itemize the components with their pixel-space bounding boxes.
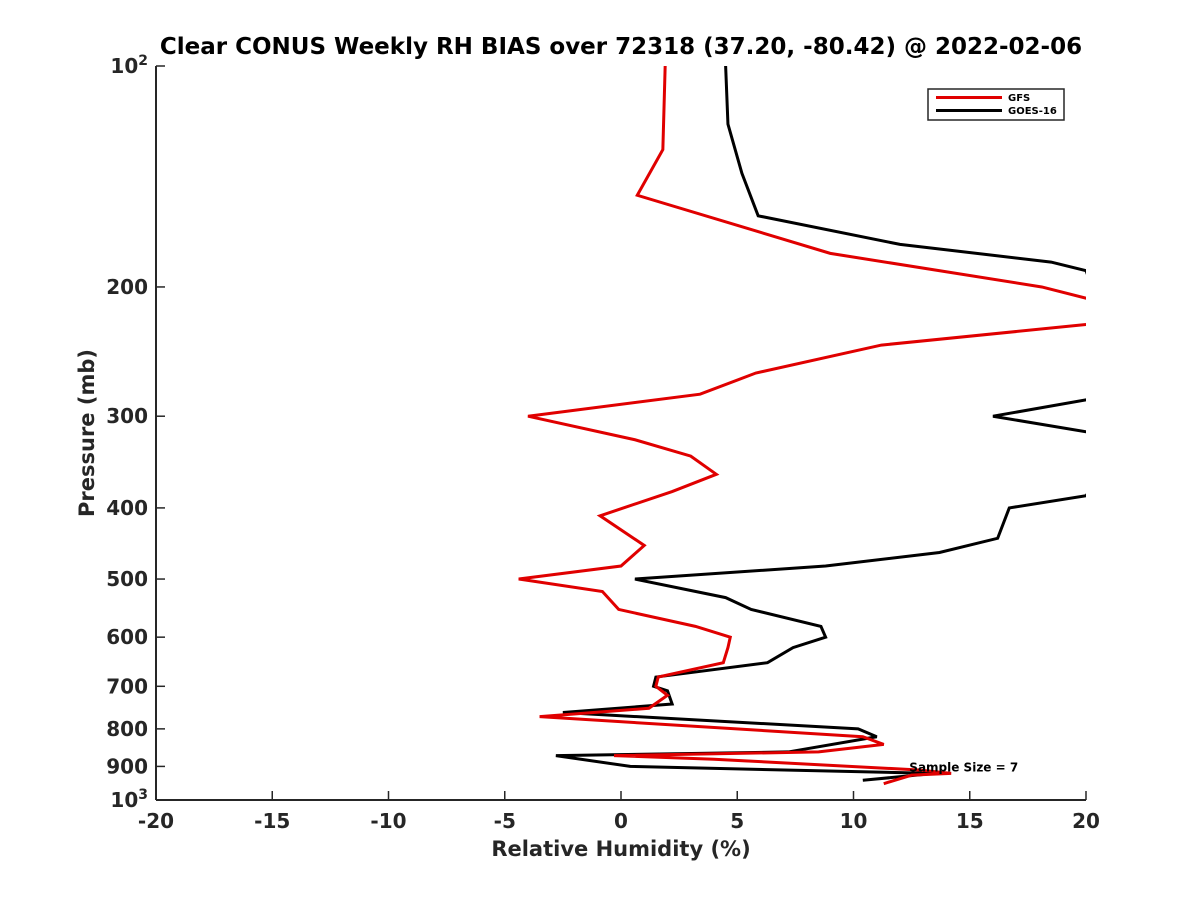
y-tick-label: 103	[110, 787, 148, 812]
series-line-gfs	[518, 66, 1086, 786]
x-tick-label: 5	[730, 809, 744, 833]
y-tick-label-exponent: 2	[138, 53, 148, 69]
series-lines	[518, 66, 1086, 786]
x-tick-label: -10	[370, 809, 406, 833]
y-tick-label: 300	[106, 404, 148, 428]
x-tick-label: 20	[1072, 809, 1100, 833]
y-tick-label: 102	[110, 53, 148, 78]
x-ticks: -20 -15 -10 -5 0 5 10 15 20	[138, 791, 1100, 833]
x-tick-label: -15	[254, 809, 290, 833]
y-axis-label: Pressure (mb)	[75, 349, 99, 517]
legend-label-goes-16: GOES-16	[1008, 106, 1057, 117]
x-tick-label: 10	[840, 809, 868, 833]
y-tick-label-base: 10	[110, 788, 138, 812]
x-tick-label: 0	[614, 809, 628, 833]
series-line-goes-16	[555, 66, 1086, 782]
y-tick-label-base: 10	[110, 54, 138, 78]
x-tick-label: 15	[956, 809, 984, 833]
y-tick-label: 900	[106, 754, 148, 778]
y-tick-label: 800	[106, 717, 148, 741]
chart-title: Clear CONUS Weekly RH BIAS over 72318 (3…	[160, 34, 1082, 60]
legend-label-gfs: GFS	[1008, 93, 1030, 104]
x-tick-label: -20	[138, 809, 174, 833]
y-tick-label: 200	[106, 275, 148, 299]
x-axis-label: Relative Humidity (%)	[491, 837, 750, 861]
y-tick-label: 600	[106, 625, 148, 649]
y-tick-label: 700	[106, 674, 148, 698]
sample-size-annotation: Sample Size = 7	[909, 760, 1018, 774]
y-tick-label: 400	[106, 496, 148, 520]
y-tick-label: 500	[106, 567, 148, 591]
x-tick-label: -5	[494, 809, 516, 833]
legend-box	[927, 88, 1065, 121]
y-tick-label-exponent: 3	[138, 787, 148, 803]
legend: GFS GOES-16	[927, 88, 1065, 121]
plot-area: -20 -15 -10 -5 0 5 10 15 20 10220030040050060070…	[106, 53, 1100, 833]
plot-background	[156, 66, 1086, 800]
